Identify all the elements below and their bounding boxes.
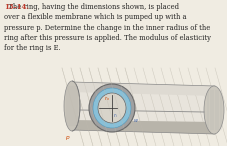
Polygon shape [72,82,215,96]
Text: 13–14.: 13–14. [4,3,29,11]
Ellipse shape [64,81,80,131]
Ellipse shape [204,86,224,134]
Ellipse shape [89,84,135,132]
Text: The ring, having the dimensions shown, is placed
over a flexible membrane which : The ring, having the dimensions shown, i… [4,3,211,52]
Text: $p$: $p$ [65,134,71,142]
Text: $r_o$: $r_o$ [104,94,110,103]
Ellipse shape [98,93,126,123]
Ellipse shape [93,88,131,128]
Text: $w$: $w$ [133,117,139,124]
Polygon shape [72,82,215,134]
Polygon shape [72,120,215,134]
Text: $r_i$: $r_i$ [113,111,118,120]
